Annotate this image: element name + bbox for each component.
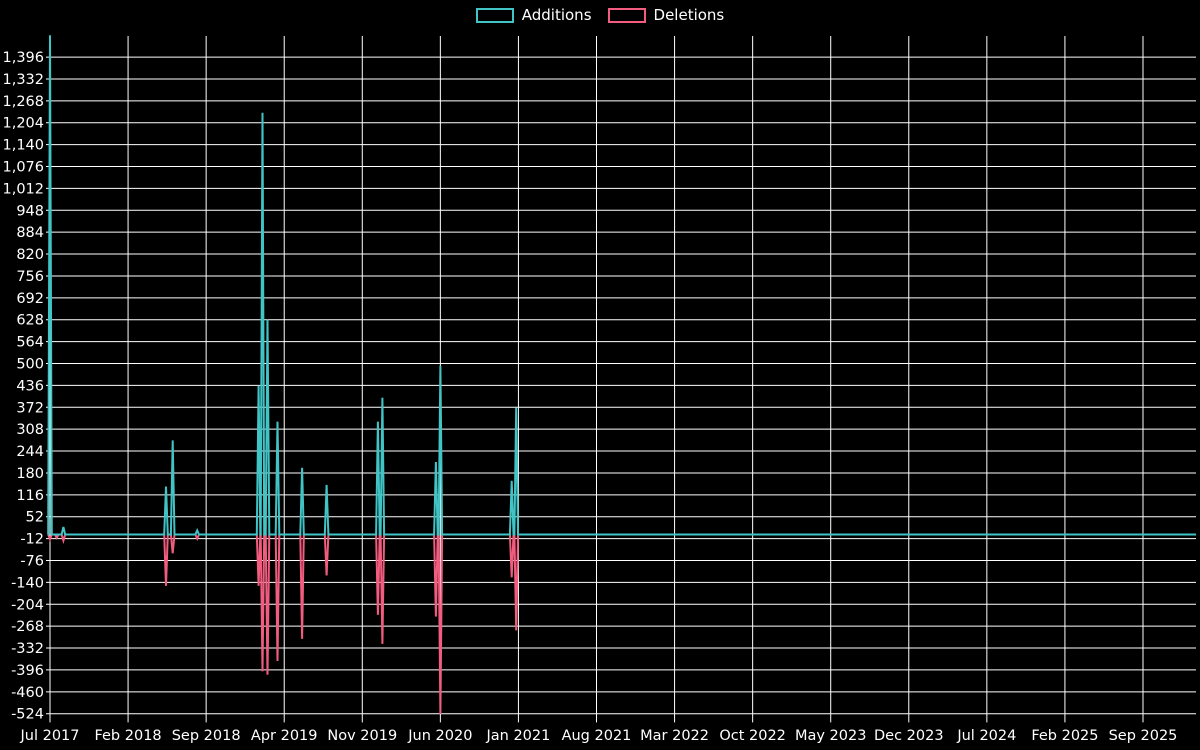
y-tick-label: -140 (11, 575, 44, 591)
series-line-deletions (47, 533, 1196, 715)
additions-legend-label: Additions (521, 6, 592, 24)
additions-swatch-icon (475, 8, 514, 23)
y-tick-label: 1,332 (2, 72, 44, 88)
y-tick-label: 308 (16, 422, 44, 438)
y-tick-label: 1,204 (2, 116, 44, 132)
y-tick-label: -204 (11, 597, 44, 613)
y-tick-label: 692 (16, 291, 44, 307)
y-tick-label: 628 (16, 313, 44, 329)
y-tick-label: 564 (16, 335, 44, 351)
y-tick-label: 1,396 (2, 50, 44, 66)
deletions-swatch-icon (607, 8, 646, 23)
y-grid-and-labels: 1,396 1,332 1,268 1,204 1,140 1,076 1,012 948 88… (2, 50, 1196, 723)
y-tick-label: 52 (26, 510, 44, 526)
y-tick-label: 500 (16, 357, 44, 373)
x-tick-label: Sep 2025 (1109, 728, 1178, 744)
y-tick-label: 948 (16, 203, 44, 219)
x-tick-label: Feb 2018 (94, 728, 161, 744)
y-tick-label: 1,012 (2, 181, 44, 197)
legend-item-additions[interactable]: Additions (475, 6, 592, 25)
series-line-additions (47, 35, 1196, 536)
y-tick-label: -460 (11, 685, 44, 701)
x-tick-label: Jul 2024 (956, 728, 1016, 744)
y-tick-label: 1,076 (2, 160, 44, 176)
y-tick-label: -12 (20, 532, 44, 548)
y-tick-label: 116 (16, 488, 44, 504)
x-tick-label: Jan 2021 (485, 728, 550, 744)
x-tick-label: Feb 2025 (1031, 728, 1098, 744)
y-tick-label: 884 (16, 225, 44, 241)
x-tick-label: Jul 2017 (19, 728, 79, 744)
y-tick-label: 820 (16, 247, 44, 263)
x-tick-label: Nov 2019 (327, 728, 397, 744)
legend-item-deletions[interactable]: Deletions (607, 6, 725, 25)
y-tick-label: -332 (11, 641, 44, 657)
y-tick-label: -76 (20, 553, 44, 569)
y-tick-label: 436 (16, 378, 44, 394)
y-tick-label: 756 (16, 269, 44, 285)
y-tick-label: 244 (16, 444, 44, 460)
x-tick-label: Apr 2019 (251, 728, 318, 744)
x-tick-label: Oct 2022 (719, 728, 786, 744)
x-grid-and-labels: Jul 2017 Feb 2018 Sep 2018 Apr 2019 Nov 2019… (19, 36, 1177, 744)
y-tick-label: 1,140 (2, 138, 44, 154)
x-tick-label: Jun 2020 (407, 728, 472, 744)
y-tick-label: 1,268 (2, 94, 44, 110)
chart-legend: Additions Deletions (0, 6, 1200, 25)
x-tick-label: Sep 2018 (172, 728, 241, 744)
y-tick-label: 372 (16, 400, 44, 416)
y-tick-label: -396 (11, 663, 44, 679)
x-tick-label: May 2023 (795, 728, 867, 744)
y-tick-label: 180 (16, 466, 44, 482)
x-tick-label: Mar 2022 (640, 728, 709, 744)
y-tick-label: -524 (11, 707, 44, 723)
x-tick-label: Aug 2021 (562, 728, 632, 744)
deletions-legend-label: Deletions (653, 6, 725, 24)
x-tick-label: Dec 2023 (874, 728, 944, 744)
y-tick-label: -268 (11, 619, 44, 635)
